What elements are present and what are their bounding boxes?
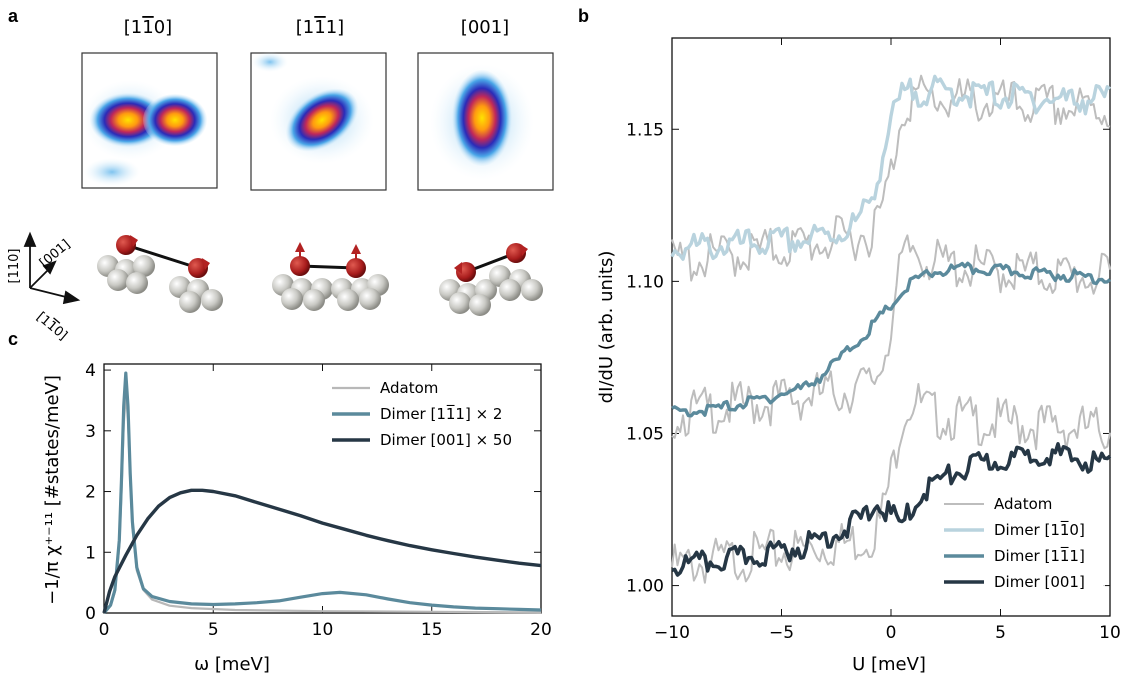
x-tick-label: 15 <box>421 620 443 640</box>
triad-label-diag: [001] <box>37 237 73 271</box>
svg-text:[110]: [110] <box>124 17 172 38</box>
x-axis-label-b: U [meV] <box>852 654 926 675</box>
stm-map-1 <box>81 52 218 189</box>
legend-c-label: Adatom <box>380 379 438 397</box>
map-3-title: [001] <box>461 17 509 38</box>
atom-model-3 <box>439 243 543 316</box>
legend-b-label: Dimer [11̅0] <box>994 520 1085 539</box>
triad-label-right: [110] <box>33 310 69 344</box>
series-line-4 <box>671 261 1112 418</box>
map-2-title: [111] <box>296 17 344 38</box>
atom-model-2 <box>272 242 389 311</box>
x-tick-label: 5 <box>995 623 1006 643</box>
panel-letter-b: b <box>578 6 589 26</box>
svg-text:[111]: [111] <box>296 17 344 38</box>
y-tick-label: 2 <box>85 483 96 503</box>
legend-b-box <box>935 486 1105 604</box>
svg-text:[110]: [110] <box>33 310 69 344</box>
series-line-3 <box>670 74 1112 261</box>
series-line-2 <box>671 74 1111 282</box>
axes-triad <box>23 231 81 305</box>
stm-map-2 <box>250 52 387 191</box>
x-tick-label: 5 <box>208 620 219 640</box>
legend-c-label: Dimer [11̅1] × 2 <box>380 404 502 423</box>
x-tick-label: −10 <box>654 623 690 643</box>
x-tick-label: 0 <box>99 620 110 640</box>
legend-c-label: Dimer [001] × 50 <box>380 431 512 449</box>
y-tick-label: 0 <box>85 604 96 624</box>
x-tick-label: 20 <box>530 620 552 640</box>
legend-b-label: Dimer [11̅1] <box>994 546 1085 565</box>
y-tick-label: 1.10 <box>626 272 664 292</box>
series-line-2 <box>102 488 542 614</box>
x-axis-label-c: ω [meV] <box>194 654 270 675</box>
series-line-5 <box>671 442 1112 577</box>
x-tick-label: 10 <box>312 620 334 640</box>
y-tick-label: 1.05 <box>626 424 664 444</box>
legend-b-label: Dimer [001] <box>994 573 1085 591</box>
atom-model-1 <box>97 235 223 313</box>
legend-b-label: Adatom <box>994 495 1052 513</box>
x-tick-label: 0 <box>886 623 897 643</box>
series-line-0 <box>103 393 542 614</box>
y-axis-label-c: −1/π χ⁺⁻¹¹ [#states/meV] <box>42 375 63 605</box>
plot-frame <box>103 363 542 614</box>
triad-label-up: [110] <box>7 249 22 284</box>
chart-c: 0 5 10 15 20 0 1 2 3 4 ω [meV] −1/π χ⁺⁻¹¹ [#states/… <box>42 361 552 675</box>
y-axis-label-b: dI/dU (arb. units) <box>596 251 617 404</box>
panel-letter-a: a <box>8 6 19 26</box>
series-line-1 <box>102 371 542 615</box>
y-tick-label: 3 <box>85 422 96 442</box>
y-tick-label: 1.15 <box>626 120 664 140</box>
panel-letter-c: c <box>8 329 18 349</box>
series-line-0 <box>671 383 1111 584</box>
chart-b: −10 −5 0 5 10 1.00 1.05 1.10 1.15 U [meV] dI/dU (a… <box>596 37 1121 675</box>
y-tick-label: 1 <box>85 543 96 563</box>
x-tick-label: −5 <box>769 623 794 643</box>
stm-map-3 <box>417 52 554 191</box>
y-tick-label: 4 <box>85 361 96 381</box>
map-1-title: [110] <box>124 17 172 38</box>
x-tick-label: 10 <box>1099 623 1121 643</box>
y-tick-label: 1.00 <box>626 577 664 597</box>
